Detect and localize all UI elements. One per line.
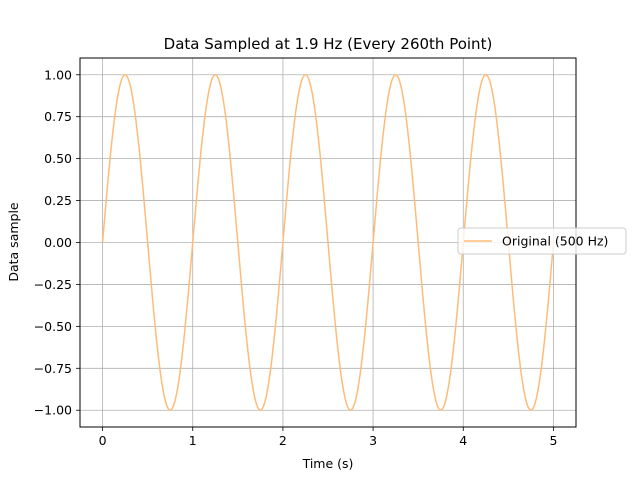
x-tick-label: 2 — [279, 433, 287, 448]
chart-title: Data Sampled at 1.9 Hz (Every 260th Poin… — [164, 35, 493, 53]
legend-box — [457, 227, 627, 255]
legend-label: Original (500 Hz) — [502, 234, 608, 249]
x-axis: 0 1 2 3 4 5 — [99, 427, 557, 448]
y-tick-label: 0.00 — [44, 235, 72, 250]
legend: Original (500 Hz) — [457, 227, 627, 255]
x-tick-label: 3 — [369, 433, 377, 448]
series-layer — [101, 74, 555, 411]
y-tick-label: −0.25 — [34, 277, 72, 292]
y-tick-label: 1.00 — [44, 67, 72, 82]
y-tick-label: −0.75 — [34, 361, 72, 376]
x-tick-label: 1 — [189, 433, 197, 448]
y-tick-label: −1.00 — [34, 403, 72, 418]
series-line — [101, 74, 555, 411]
x-tick-label: 0 — [99, 433, 107, 448]
y-tick-label: −0.50 — [34, 319, 72, 334]
y-axis-label: Data sample — [6, 202, 21, 282]
y-tick-label: 0.75 — [44, 109, 72, 124]
y-axis: −1.00 −0.75 −0.50 −0.25 0.00 0.25 0.50 0.75 1.00 — [34, 67, 80, 418]
x-tick-label: 4 — [459, 433, 467, 448]
x-tick-label: 5 — [549, 433, 557, 448]
x-axis-label: Time (s) — [302, 456, 354, 471]
y-tick-label: 0.25 — [44, 193, 72, 208]
y-tick-label: 0.50 — [44, 151, 72, 166]
